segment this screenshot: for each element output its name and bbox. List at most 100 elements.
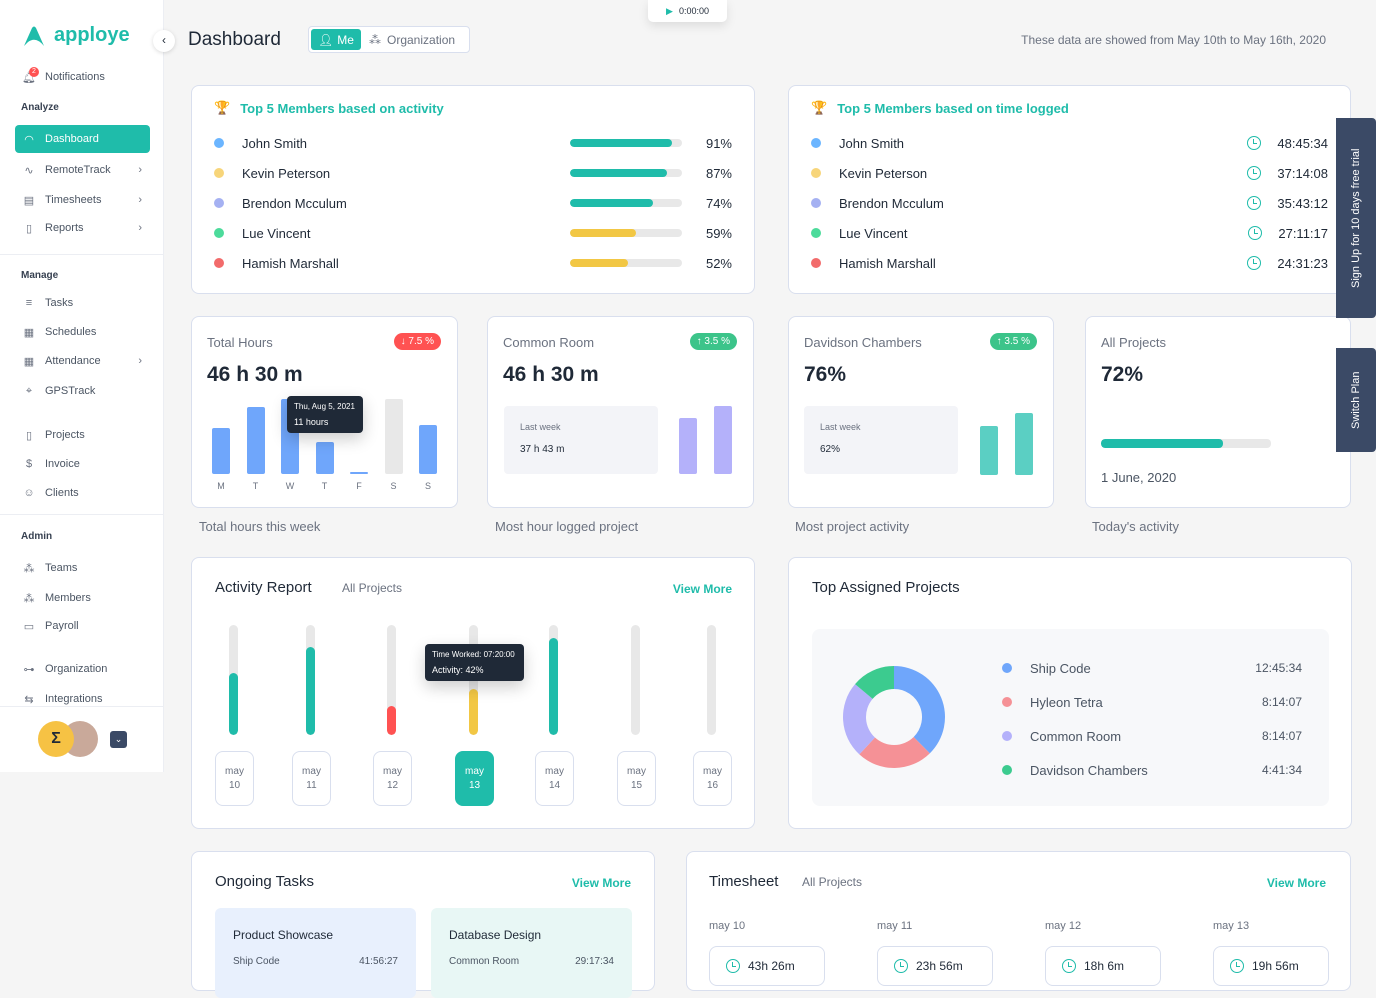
timesheet-total-button[interactable]: 23h 56m <box>877 946 993 986</box>
sidebar-item-notifications[interactable]: 🔔︎ 2 Notifications <box>15 63 150 91</box>
timesheet-total-button[interactable]: 19h 56m <box>1213 946 1329 986</box>
change-badge: ↓ 7.5 % <box>393 333 441 350</box>
time-logged: 27:11:17 <box>1278 225 1328 241</box>
view-more-link[interactable]: View More <box>1266 876 1326 890</box>
sidebar-item-attendance[interactable]: ▦ Attendance › <box>15 347 150 375</box>
timer-widget[interactable]: ▶ 0:00:00 <box>648 0 727 22</box>
sidebar-item-invoice[interactable]: $ Invoice <box>15 450 150 478</box>
day-bar[interactable] <box>384 398 403 474</box>
sidebar-item-remotetrack[interactable]: ∿ RemoteTrack › <box>15 156 150 184</box>
sidebar-item-label: Timesheets <box>45 194 102 206</box>
activity-bar-fill <box>570 259 629 267</box>
toggle-organization[interactable]: ⁂ Organization <box>361 33 455 47</box>
sidebar-item-teams[interactable]: ⁂ Teams <box>15 554 150 582</box>
bell-icon: 🔔︎ 2 <box>21 66 39 84</box>
activity-track[interactable] <box>229 625 238 735</box>
this-week-bar <box>714 406 732 474</box>
project-filter[interactable]: All Projects <box>802 875 863 889</box>
day-button[interactable]: may 15 <box>617 751 656 806</box>
sidebar-item-payroll[interactable]: ▭ Payroll <box>15 612 150 640</box>
view-more-link[interactable]: View More <box>672 582 732 596</box>
toggle-me[interactable]: 👤︎ Me <box>311 29 361 50</box>
sidebar-item-dashboard[interactable]: ◠ Dashboard <box>15 125 150 153</box>
timesheet-total-button[interactable]: 43h 26m <box>709 946 825 986</box>
sidebar-item-reports[interactable]: ▯ Reports › <box>15 214 150 242</box>
clock-icon <box>1062 959 1076 973</box>
trophy-icon: 🏆 <box>811 100 828 115</box>
timesheet-day: may 10 43h 26m <box>709 920 825 986</box>
timesheet-total-button[interactable]: 18h 6m <box>1045 946 1161 986</box>
activity-track[interactable] <box>549 625 558 735</box>
sidebar-item-gpstrack[interactable]: ⌖ GPSTrack <box>15 377 150 405</box>
logo[interactable]: apploye <box>22 24 130 47</box>
day-month: may <box>545 766 564 777</box>
notification-count-badge: 2 <box>29 66 39 77</box>
sidebar-item-integrations[interactable]: ⇆ Integrations <box>15 685 150 713</box>
sidebar-item-organization[interactable]: ⊶ Organization <box>15 655 150 683</box>
day-button[interactable]: may 13 <box>455 751 494 806</box>
project-time: 8:14:07 <box>1261 729 1302 743</box>
project-legend-item: Davidson Chambers 4:41:34 <box>1002 753 1302 787</box>
sidebar-item-projects[interactable]: ▯ Projects <box>15 421 150 449</box>
last-week-label: Last week <box>520 422 561 432</box>
day-bar[interactable] <box>419 424 437 474</box>
activity-track[interactable] <box>387 625 396 735</box>
member-name: Lue Vincent <box>839 225 908 241</box>
task-name: Database Design <box>449 928 542 942</box>
timesheet-date: may 13 <box>1213 920 1250 932</box>
day-button[interactable]: may 16 <box>693 751 732 806</box>
day-number: 12 <box>386 780 399 791</box>
sidebar-item-timesheets[interactable]: ▤ Timesheets › <box>15 186 150 214</box>
toggle-label: Me <box>337 32 354 47</box>
project-legend-item: Common Room 8:14:07 <box>1002 719 1302 753</box>
sidebar-item-clients[interactable]: ☺ Clients <box>15 479 150 507</box>
day-bar[interactable] <box>212 427 230 474</box>
activity-fill <box>549 638 558 735</box>
stat-value: 72% <box>1101 363 1144 386</box>
tooltip-date: Thu, Aug 5, 2021 <box>294 402 355 411</box>
task-card[interactable]: Product Showcase Ship Code 41:56:27 <box>215 908 416 998</box>
collapse-sidebar-button[interactable]: ‹ <box>153 30 175 52</box>
day-button[interactable]: may 14 <box>535 751 574 806</box>
member-row: Kevin Peterson 37:14:08 <box>811 158 1328 188</box>
clock-icon <box>1230 959 1244 973</box>
day-button[interactable]: may 12 <box>373 751 412 806</box>
pulse-icon: ∿ <box>24 164 34 177</box>
donut-slice[interactable] <box>859 736 930 768</box>
member-color-dot <box>811 198 821 208</box>
page-title: Dashboard <box>188 29 281 50</box>
donut-slice[interactable] <box>855 666 894 699</box>
sidebar-item-tasks[interactable]: ≡ Tasks <box>15 289 150 317</box>
activity-track[interactable] <box>707 625 716 735</box>
switch-plan-tab[interactable]: Switch Plan <box>1336 348 1376 452</box>
account-dropdown-button[interactable]: ⌄ <box>110 731 127 748</box>
donut-slice[interactable] <box>843 684 875 755</box>
day-label: T <box>321 481 328 491</box>
sidebar-item-members[interactable]: ⁂ Members <box>15 584 150 612</box>
org-avatar[interactable]: Σ <box>38 721 74 757</box>
signup-trial-tab[interactable]: Sign Up for 10 days free trial <box>1336 118 1376 318</box>
day-bar[interactable] <box>350 472 368 474</box>
day-bar[interactable] <box>315 442 334 474</box>
card-title: Ongoing Tasks <box>215 873 314 890</box>
day-number: 14 <box>548 780 561 791</box>
sidebar-item-label: Schedules <box>45 326 97 338</box>
member-row: Lue Vincent 59% <box>214 218 732 248</box>
activity-track[interactable] <box>631 625 640 735</box>
project-filter[interactable]: All Projects <box>342 581 403 595</box>
day-button[interactable]: may 11 <box>292 751 331 806</box>
day-month: may <box>225 766 244 777</box>
day-button[interactable]: may 10 <box>215 751 254 806</box>
project-name: Davidson Chambers <box>1030 762 1148 778</box>
task-card[interactable]: Database Design Common Room 29:17:34 <box>431 908 632 998</box>
activity-date: 1 June, 2020 <box>1101 470 1177 485</box>
sidebar-item-schedules[interactable]: ▦ Schedules <box>15 318 150 346</box>
donut-slice[interactable] <box>894 666 945 754</box>
project-legend-item: Ship Code 12:45:34 <box>1002 651 1302 685</box>
stat-title: Common Room <box>503 335 595 350</box>
member-name: Brendon Mcculum <box>839 195 944 211</box>
member-name: Lue Vincent <box>242 225 311 241</box>
day-bar[interactable] <box>246 407 265 474</box>
activity-track[interactable] <box>306 625 315 735</box>
view-more-link[interactable]: View More <box>571 876 631 890</box>
